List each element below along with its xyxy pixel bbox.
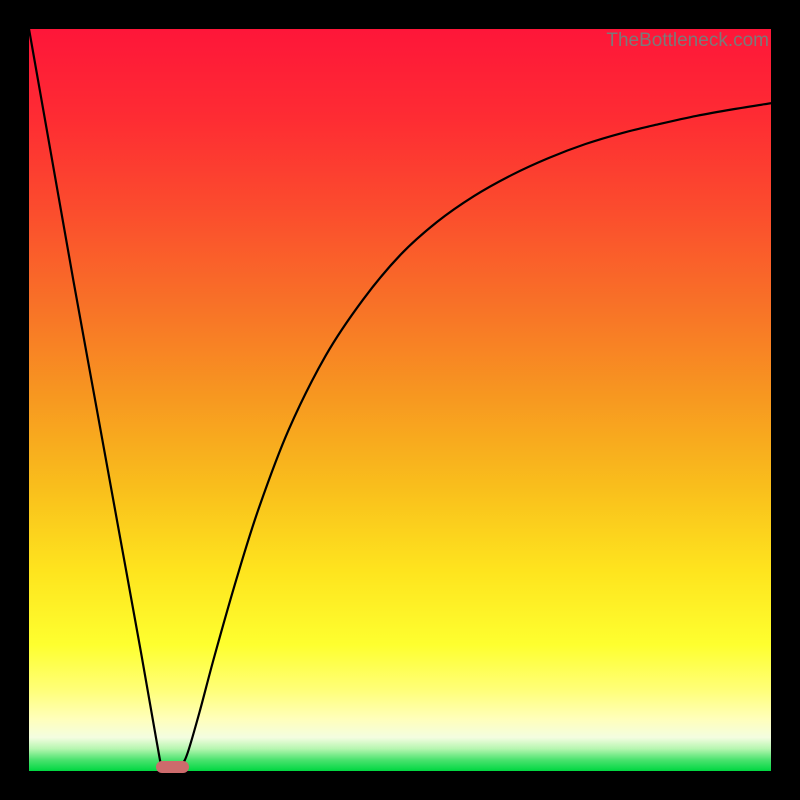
chart-outer-frame: TheBottleneck.com <box>0 0 800 800</box>
watermark-text: TheBottleneck.com <box>606 30 769 52</box>
plot-area <box>29 29 771 771</box>
gradient-background <box>29 29 771 771</box>
optimal-marker <box>156 761 189 773</box>
